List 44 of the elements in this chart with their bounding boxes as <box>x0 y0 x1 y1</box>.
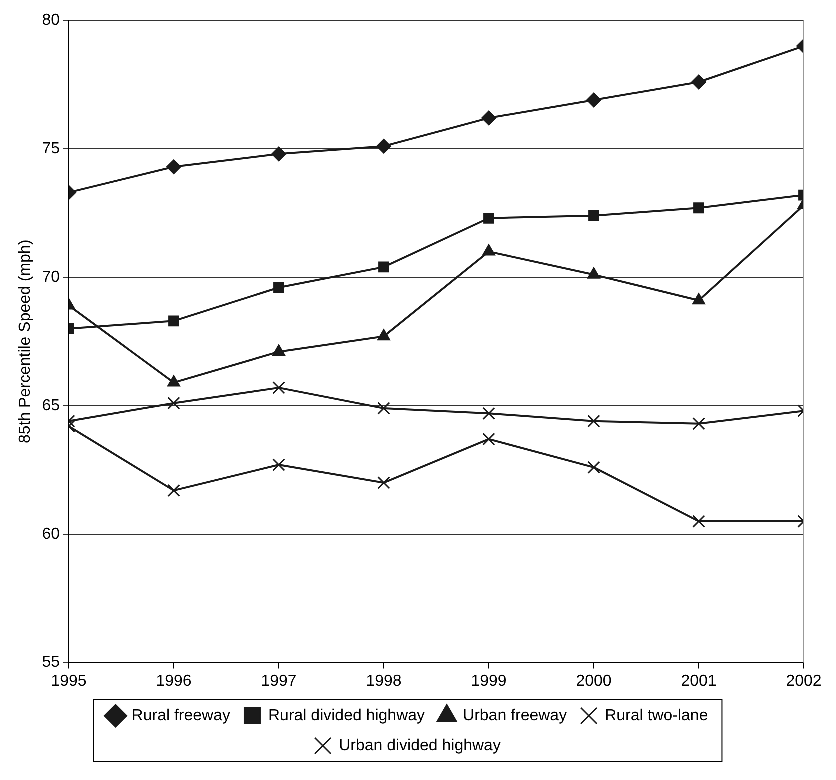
y-tick-label: 80 <box>42 12 60 30</box>
y-axis-title: 85th Percentile Speed (mph) <box>17 240 34 444</box>
y-tick-label: 75 <box>42 140 60 158</box>
point <box>166 160 182 175</box>
x-tick-label: 1999 <box>471 672 507 690</box>
x-tick-label: 2000 <box>576 672 612 690</box>
y-tick-label: 65 <box>42 397 60 414</box>
x-tick-label: 1996 <box>156 672 192 690</box>
point <box>272 382 286 394</box>
x-tick-label: 2001 <box>681 672 717 690</box>
point <box>376 138 392 154</box>
x-tick-label: 1995 <box>51 672 87 690</box>
point <box>482 432 496 446</box>
point <box>692 515 706 528</box>
x-tick-label: 1998 <box>366 672 402 690</box>
legend-label: Rural two-lane <box>605 707 708 724</box>
x-tick-label: 2002 <box>786 672 822 690</box>
point <box>378 476 390 490</box>
point <box>586 92 602 108</box>
point <box>692 74 706 90</box>
point <box>272 146 286 162</box>
point <box>168 484 180 498</box>
y-tick-label: 70 <box>42 268 60 286</box>
point <box>168 396 180 410</box>
legend-label: Urban freeway <box>463 707 568 724</box>
point <box>588 210 600 222</box>
y-tick-label: 55 <box>42 654 60 672</box>
point <box>378 402 390 415</box>
legend-label: Rural divided highway <box>268 707 426 724</box>
point <box>484 212 494 224</box>
point <box>694 202 704 214</box>
point <box>588 461 600 474</box>
point <box>274 282 284 294</box>
legend-label: Rural freeway <box>132 707 230 724</box>
point <box>378 262 390 273</box>
point <box>482 110 496 126</box>
point <box>692 417 706 430</box>
point <box>588 414 600 428</box>
point <box>482 407 496 420</box>
point <box>272 458 286 472</box>
point <box>168 316 180 327</box>
legend-label: Urban divided highway <box>339 737 501 754</box>
x-tick-label: 1997 <box>261 672 297 690</box>
y-tick-label: 60 <box>42 526 60 543</box>
